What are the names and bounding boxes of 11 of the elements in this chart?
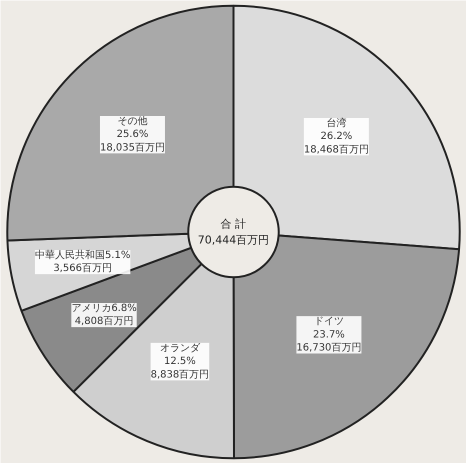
slice-label: その他: [117, 115, 148, 128]
data-label: 25.6% 18,035百万円: [100, 129, 165, 154]
slice-label: アメリカ6.8% 4,808百万円: [71, 302, 137, 328]
slice-label: ドイツ: [314, 316, 344, 328]
slice-label: オランダ: [160, 342, 201, 354]
slice-label: 中華人民共和国5.1% 3,566百万円: [34, 248, 130, 274]
data-label: 12.5% 8,838百万円: [150, 356, 210, 380]
data-label: 26.2% 18,468百万円: [304, 131, 369, 156]
data-label: 23.7% 16,730百万円: [296, 329, 362, 354]
text: 合 計 70,444百万円: [198, 218, 270, 246]
slice-label: 台湾: [326, 116, 346, 129]
